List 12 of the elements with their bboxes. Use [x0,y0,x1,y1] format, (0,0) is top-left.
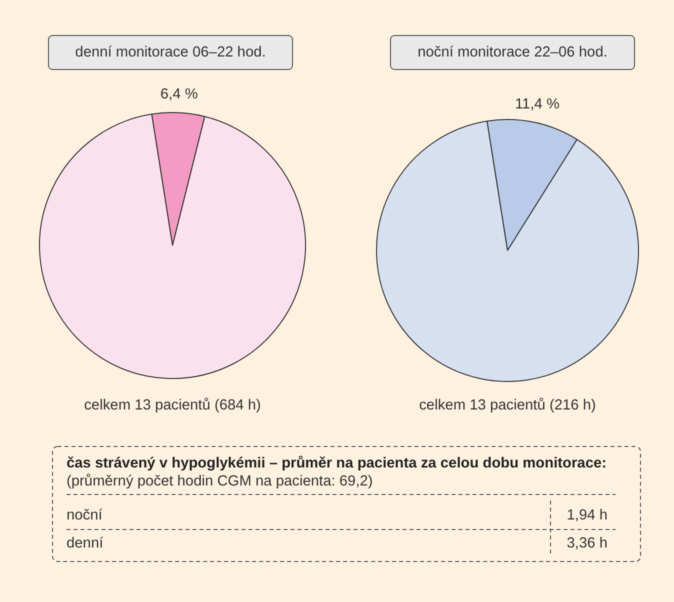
data-label: 11,4 % [514,96,560,112]
chart-title: noční monitorace 22–06 hod. [418,44,608,60]
text: celkem 13 pacientů (684 h) [84,398,261,414]
data-label: 6,4 % [160,86,198,103]
data-label: 1,94 h [566,508,608,524]
chart-title: denní monitorace 06–22 hod. [75,44,266,60]
category-label: denní [66,536,104,552]
text: čas strávený v hypoglykémii – průměr na pacienta za celou dobu monitorace: [66,456,607,472]
text: celkem 13 pacientů (216 h) [419,398,596,414]
data-label: 3,36 h [566,536,608,552]
text: (průměrný počet hodin CGM na pacienta: 69,2) [66,474,373,490]
category-label: noční [66,508,102,524]
